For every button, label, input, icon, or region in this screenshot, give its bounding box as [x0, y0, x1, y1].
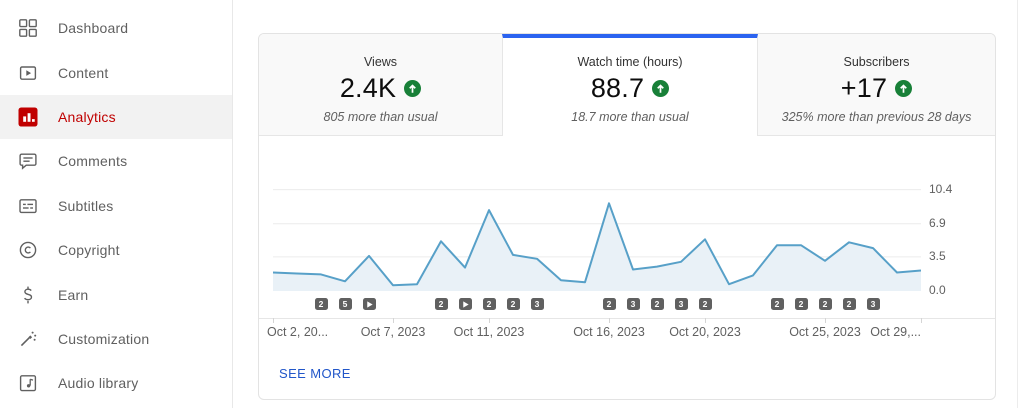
chart-line: [272, 202, 922, 287]
videos-published-count-marker[interactable]: 2: [434, 298, 448, 310]
videos-published-count-marker[interactable]: 3: [626, 298, 640, 310]
x-axis-label: Oct 20, 2023: [669, 325, 741, 339]
videos-published-count-marker[interactable]: 2: [482, 298, 496, 310]
sidebar-item-audio-library[interactable]: Audio library: [0, 361, 232, 405]
sidebar-item-label: Dashboard: [58, 20, 129, 37]
x-axis-tick: [273, 318, 274, 323]
tab-label: Views: [363, 55, 398, 69]
sidebar-item-label: Analytics: [58, 108, 116, 125]
audio-library-icon: [16, 371, 40, 395]
sidebar-item-label: Comments: [58, 153, 128, 170]
tab-subtitle: 325% more than previous 28 days: [781, 110, 972, 124]
videos-published-count-marker[interactable]: 5: [338, 298, 352, 310]
tab-value: 2.4K: [339, 73, 397, 103]
tab-subscribers[interactable]: Subscribers +17 325% more than previous …: [758, 34, 995, 136]
metric-tabs: Views 2.4K 805 more than usual Watch tim…: [259, 34, 995, 136]
see-more-link[interactable]: SEE MORE: [279, 366, 351, 381]
y-axis-label: 10.4: [929, 181, 953, 196]
videos-published-count-marker[interactable]: 2: [602, 298, 616, 310]
sidebar-item-label: Content: [58, 64, 109, 81]
videos-published-count-marker[interactable]: 2: [698, 298, 712, 310]
tab-views[interactable]: Views 2.4K 805 more than usual: [259, 34, 502, 136]
comments-icon: [16, 149, 40, 173]
sidebar-item-subtitles[interactable]: Subtitles: [0, 184, 232, 228]
x-axis-tick: [921, 318, 922, 323]
videos-published-count-marker[interactable]: 2: [314, 298, 328, 310]
videos-published-count-marker[interactable]: 2: [770, 298, 784, 310]
x-axis-tick: [825, 318, 826, 323]
sidebar-item-label: Copyright: [58, 242, 120, 259]
customization-icon: [16, 327, 40, 351]
content-icon: [16, 61, 40, 85]
analytics-icon: [16, 105, 40, 129]
trend-up-icon: [652, 80, 670, 97]
copyright-icon: [16, 238, 40, 262]
sidebar-item-label: Audio library: [58, 375, 139, 392]
videos-published-count-marker[interactable]: 2: [842, 298, 856, 310]
tab-subtitle: 805 more than usual: [323, 110, 438, 124]
sidebar: Dashboard Content Analytics: [0, 0, 233, 408]
sidebar-item-comments[interactable]: Comments: [0, 139, 232, 183]
tab-subtitle: 18.7 more than usual: [571, 110, 689, 124]
analytics-overview-card: Views 2.4K 805 more than usual Watch tim…: [258, 33, 996, 400]
videos-published-count-marker[interactable]: 2: [794, 298, 808, 310]
sidebar-item-label: Subtitles: [58, 197, 114, 214]
videos-published-count-marker[interactable]: 2: [506, 298, 520, 310]
trend-up-icon: [895, 80, 913, 97]
sidebar-item-label: Earn: [58, 286, 89, 303]
x-axis-tick: [705, 318, 706, 323]
video-published-marker[interactable]: [458, 298, 472, 310]
videos-published-count-marker[interactable]: 3: [674, 298, 688, 310]
sidebar-item-copyright[interactable]: Copyright: [0, 228, 232, 272]
tab-label: Watch time (hours): [577, 55, 683, 69]
sidebar-item-label: Customization: [58, 330, 150, 347]
video-published-marker[interactable]: [362, 298, 376, 310]
tab-value: +17: [840, 73, 888, 103]
tab-label: Subscribers: [843, 55, 910, 69]
watch-time-line-chart: [272, 181, 922, 292]
x-axis-tick: [609, 318, 610, 323]
x-axis-line: [259, 318, 995, 319]
tab-watch-time[interactable]: Watch time (hours) 88.7 18.7 more than u…: [502, 34, 758, 136]
videos-published-count-marker[interactable]: 2: [818, 298, 832, 310]
sidebar-item-analytics[interactable]: Analytics: [0, 94, 232, 140]
dashboard-icon: [16, 16, 40, 40]
sidebar-item-earn[interactable]: Earn: [0, 272, 232, 316]
x-axis-label: Oct 16, 2023: [573, 325, 645, 339]
sidebar-item-dashboard[interactable]: Dashboard: [0, 6, 232, 50]
content-edge-divider: [1017, 0, 1018, 408]
x-axis-label: Oct 11, 2023: [453, 325, 525, 339]
x-axis-label: Oct 29,...: [870, 325, 921, 339]
x-axis-label: Oct 25, 2023: [789, 325, 861, 339]
videos-published-count-marker[interactable]: 2: [650, 298, 664, 310]
subtitles-icon: [16, 194, 40, 218]
sidebar-item-content[interactable]: Content: [0, 50, 232, 94]
trend-up-icon: [404, 80, 422, 97]
earn-icon: [16, 283, 40, 307]
tab-value: 88.7: [590, 73, 645, 103]
y-axis-label: 3.5: [929, 248, 946, 263]
x-axis-tick: [489, 318, 490, 323]
x-axis-label: Oct 2, 20...: [267, 325, 329, 339]
sidebar-item-customization[interactable]: Customization: [0, 317, 232, 361]
y-axis-label: 0.0: [929, 283, 946, 297]
videos-published-count-marker[interactable]: 3: [530, 298, 544, 310]
chart-area-fill: [273, 203, 921, 291]
chart-canvas: [272, 189, 922, 292]
videos-published-count-marker[interactable]: 3: [866, 298, 880, 310]
y-axis-label: 6.9: [929, 215, 946, 230]
x-axis-tick: [393, 318, 394, 323]
x-axis-label: Oct 7, 2023: [360, 325, 426, 339]
